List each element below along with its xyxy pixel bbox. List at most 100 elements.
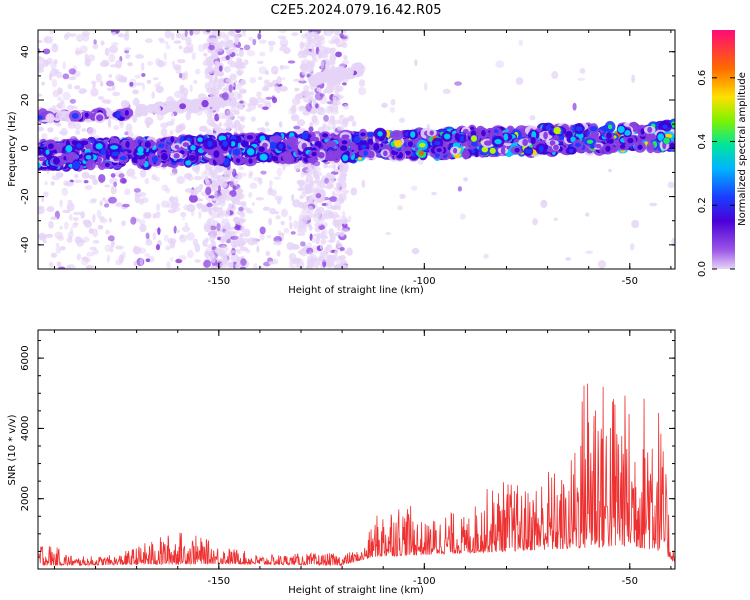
heatmap-cell bbox=[182, 217, 186, 221]
heatmap-cell bbox=[463, 152, 468, 157]
heatmap-cell bbox=[305, 103, 313, 112]
heatmap-cell bbox=[577, 77, 586, 81]
heatmap-cell bbox=[569, 148, 574, 153]
heatmap-cell bbox=[84, 184, 93, 191]
heatmap-cell bbox=[275, 215, 281, 220]
heatmap-cell bbox=[277, 35, 287, 40]
heatmap-cell bbox=[221, 225, 228, 230]
heatmap-cell bbox=[265, 96, 273, 100]
heatmap-cell bbox=[246, 49, 256, 57]
heatmap-cell bbox=[75, 130, 81, 135]
heatmap-cell bbox=[301, 50, 308, 59]
heatmap-cell bbox=[297, 249, 307, 255]
heatmap-cell bbox=[102, 197, 106, 202]
heatmap-cell bbox=[186, 232, 195, 241]
heatmap-cell bbox=[624, 129, 631, 136]
heatmap-cell bbox=[103, 203, 110, 208]
heatmap-cell bbox=[579, 68, 586, 74]
heatmap-cell bbox=[235, 193, 242, 200]
heatmap-cell bbox=[86, 251, 95, 257]
heatmap-cell bbox=[334, 93, 342, 102]
heatmap-cell bbox=[329, 232, 336, 240]
heatmap-cell bbox=[280, 208, 288, 218]
heatmap-cell bbox=[74, 173, 79, 179]
heatmap-cell bbox=[181, 226, 191, 233]
heatmap-cell bbox=[222, 87, 229, 93]
heatmap-cell bbox=[258, 146, 265, 153]
heatmap-cell bbox=[481, 130, 486, 137]
heatmap-cell bbox=[484, 140, 492, 146]
heatmap-cell bbox=[173, 206, 181, 212]
heatmap-cell bbox=[210, 37, 219, 46]
heatmap-cell bbox=[237, 238, 246, 247]
heatmap-cell bbox=[258, 39, 268, 44]
heatmap-cell bbox=[279, 47, 284, 51]
heatmap-cell bbox=[76, 33, 84, 43]
heatmap-cell bbox=[334, 201, 339, 207]
heatmap-cell bbox=[253, 176, 262, 182]
heatmap-cell bbox=[331, 191, 336, 196]
heatmap-cell bbox=[290, 113, 300, 122]
heatmap-cell bbox=[323, 163, 328, 169]
heatmap-cell bbox=[296, 99, 301, 104]
heatmap-cell bbox=[311, 114, 317, 124]
heatmap-cell bbox=[314, 92, 324, 101]
heatmap-cell bbox=[269, 180, 273, 187]
heatmap-cell bbox=[258, 265, 264, 269]
heatmap-cell bbox=[318, 36, 325, 46]
heatmap-cell bbox=[381, 102, 388, 108]
heatmap-cell bbox=[69, 33, 77, 37]
heatmap-cell bbox=[243, 228, 251, 238]
heatmap-cell bbox=[235, 64, 243, 68]
heatmap-cell bbox=[210, 181, 218, 191]
heatmap-cell bbox=[328, 196, 338, 202]
heatmap-cell bbox=[45, 149, 50, 155]
heatmap-cell bbox=[91, 198, 98, 202]
heatmap-cell bbox=[339, 175, 347, 183]
heatmap-cell bbox=[288, 107, 297, 116]
heatmap-cell bbox=[270, 65, 279, 75]
heatmap-cell bbox=[95, 143, 103, 150]
heatmap-cell bbox=[303, 95, 312, 103]
heatmap-cell bbox=[410, 131, 416, 138]
heatmap-cell bbox=[99, 61, 109, 67]
heatmap-cell bbox=[104, 244, 112, 252]
heatmap-cell bbox=[315, 236, 320, 245]
heatmap-cell bbox=[457, 186, 463, 192]
heatmap-cell bbox=[300, 241, 306, 247]
heatmap-cell bbox=[117, 76, 127, 83]
heatmap-cell bbox=[144, 141, 151, 148]
heatmap-cell bbox=[539, 145, 544, 153]
heatmap-cell bbox=[220, 70, 224, 78]
heatmap-cell bbox=[608, 168, 612, 173]
heatmap-cell bbox=[236, 256, 243, 261]
heatmap-cell bbox=[170, 197, 179, 204]
heatmap-cell bbox=[120, 99, 130, 108]
heatmap-cell bbox=[62, 209, 71, 214]
heatmap-cell bbox=[112, 91, 121, 97]
heatmap-cell bbox=[495, 60, 505, 69]
heatmap-cell bbox=[265, 71, 270, 76]
heatmap-cell bbox=[189, 189, 199, 196]
heatmap-cell bbox=[530, 137, 536, 144]
heatmap-cell bbox=[307, 205, 314, 215]
heatmap-cell bbox=[320, 238, 327, 245]
heatmap-cell bbox=[226, 252, 233, 257]
heatmap-cell bbox=[328, 39, 336, 45]
heatmap-cell bbox=[223, 171, 231, 181]
heatmap-cell bbox=[224, 125, 230, 130]
heatmap-cell bbox=[93, 39, 97, 45]
heatmap-cell bbox=[657, 133, 665, 141]
heatmap-cell bbox=[57, 235, 65, 241]
heatmap-cell bbox=[648, 134, 656, 140]
heatmap-cell bbox=[44, 233, 54, 238]
heatmap-cell bbox=[110, 185, 117, 195]
heatmap-cell bbox=[231, 198, 240, 205]
heatmap-cell bbox=[283, 228, 290, 234]
heatmap-cell bbox=[66, 202, 75, 212]
heatmap-cell bbox=[71, 113, 79, 119]
heatmap-cell bbox=[463, 177, 469, 182]
heatmap-cell bbox=[174, 128, 181, 134]
heatmap-cell bbox=[339, 33, 344, 39]
